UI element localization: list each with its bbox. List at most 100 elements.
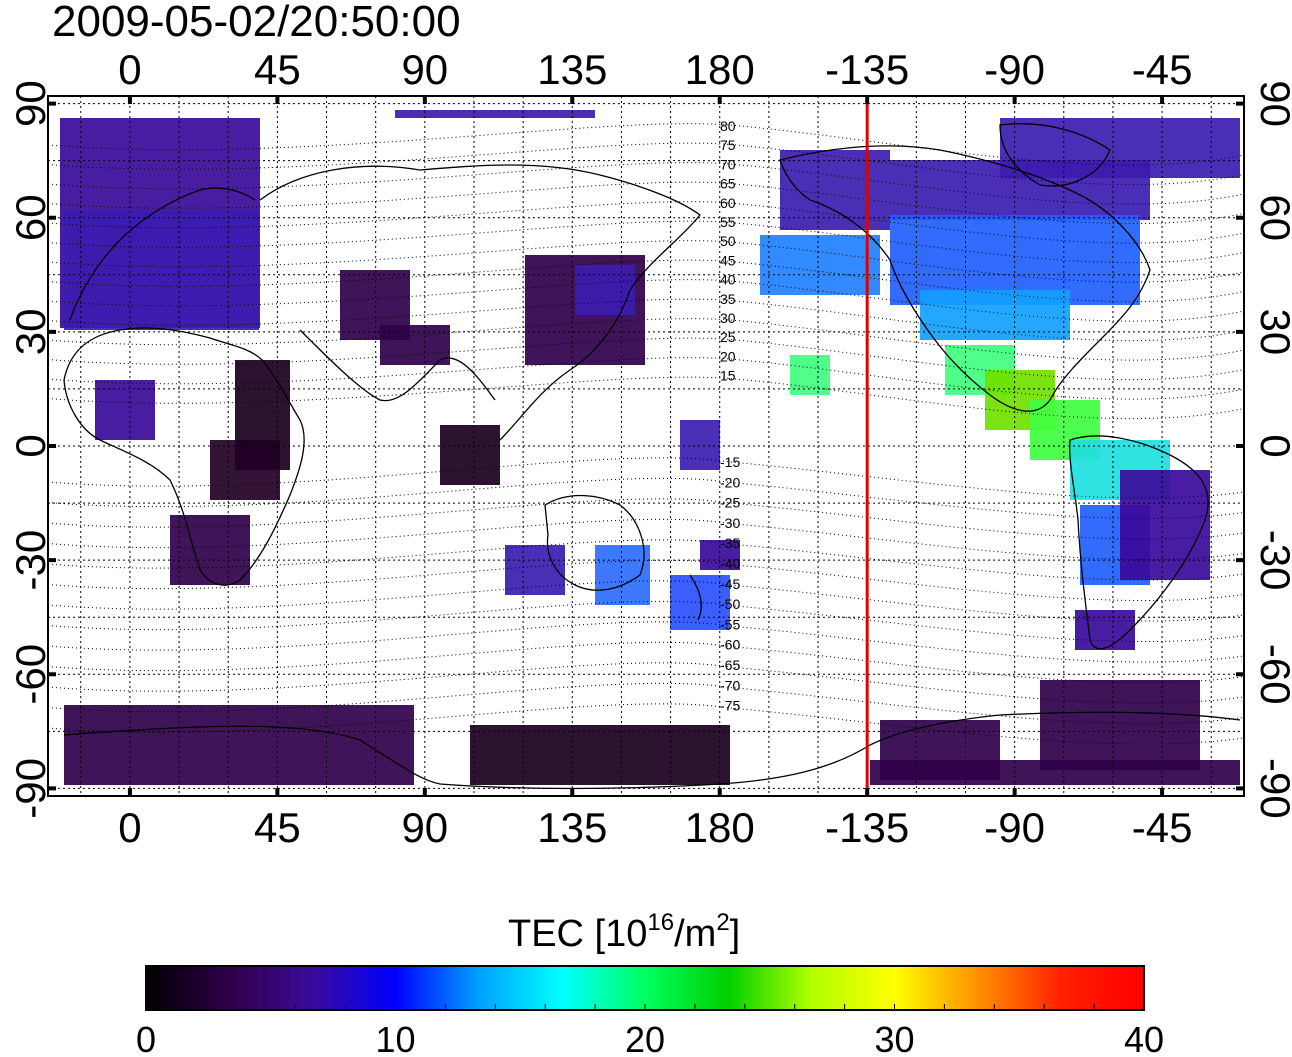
tec-patch	[380, 325, 450, 365]
world-map: 80 75 70 65 60 55 50 45 40 35 30 25 20 15 -15 -20 -25 -30…	[47, 95, 1245, 797]
lon-tick-label-top: 135	[537, 46, 607, 93]
tec-patch	[505, 545, 565, 595]
new-zealand-coast	[689, 574, 702, 621]
lon-tick-label-bottom: 180	[685, 804, 755, 851]
contour-label: -45	[720, 576, 740, 592]
colorbar-title-mid: /m	[674, 913, 716, 955]
tec-patch	[575, 265, 635, 315]
contour-label: 80	[720, 118, 736, 134]
tec-patch	[680, 420, 720, 470]
lat-tick-label-left: 60	[7, 194, 54, 241]
axis-ticks	[48, 96, 1244, 796]
contour-line	[47, 220, 1245, 264]
contour-label: -20	[720, 474, 740, 490]
contour-label: -25	[720, 495, 740, 511]
contour-label: 20	[720, 348, 736, 364]
tec-patch	[1075, 610, 1135, 650]
africa-coast	[63, 327, 305, 586]
tec-patch	[440, 425, 500, 485]
lat-tick-label-left: 0	[7, 434, 54, 457]
contour-label: 75	[720, 137, 736, 153]
contour-line	[47, 259, 1245, 303]
asia-coast	[259, 164, 701, 441]
lon-tick-label-top: -135	[825, 46, 909, 93]
contour-line	[47, 181, 1245, 225]
contour-line	[47, 318, 1245, 361]
tec-patch	[64, 210, 259, 330]
colorbar-title-main: TEC [10	[508, 913, 647, 955]
lat-tick-label-left: 90	[7, 80, 54, 127]
lon-tick-label-top: 0	[118, 46, 141, 93]
tec-patch	[170, 515, 250, 585]
contour-label: -50	[720, 596, 740, 612]
tec-patch	[1040, 680, 1200, 770]
greenland-coast	[999, 123, 1111, 187]
contour-label: -15	[720, 454, 740, 470]
contour-label: 40	[720, 272, 736, 288]
contour-label: 70	[720, 156, 736, 172]
contour-label: 45	[720, 252, 736, 268]
lon-tick-label-bottom: 90	[401, 804, 448, 851]
lat-tick-label-left: 30	[7, 309, 54, 356]
tec-patch	[870, 760, 1240, 785]
lon-tick-label-top: 180	[685, 46, 755, 93]
tec-data-patches	[60, 110, 1240, 785]
south-america-coast	[1069, 435, 1209, 650]
axis-labels: 0 0 45 45 90 90 135 135 180 180 -135 -135 -90 -90 -45 -…	[7, 46, 1292, 851]
contour-label: -30	[720, 515, 740, 531]
lat-tick-label-left: -60	[7, 644, 54, 705]
contour-line	[47, 142, 1245, 186]
svg-text:TEC [1016/m2]: TEC [1016/m2]	[508, 909, 740, 955]
contour-line	[47, 240, 1245, 283]
contour-line	[47, 298, 1245, 342]
contour-labels: 80 75 70 65 60 55 50 45 40 35 30 25 20 15 -15 -20 -25 -30…	[720, 118, 740, 714]
tec-patch	[595, 545, 650, 605]
contour-label: 60	[720, 195, 736, 211]
contour-label: -35	[720, 535, 740, 551]
lon-tick-label-bottom: -90	[984, 804, 1045, 851]
contour-label: 55	[720, 214, 736, 230]
colorbar-tick-label: 20	[625, 1019, 665, 1057]
magnetic-latitude-contours	[47, 123, 1245, 745]
colorbar-title-sup2: 2	[716, 909, 729, 936]
australia-coast	[544, 494, 645, 591]
tec-patch	[1120, 470, 1210, 580]
contour-label: -40	[720, 556, 740, 572]
colorbar-tick-label: 30	[874, 1019, 914, 1057]
lat-tick-label-right: 90	[1252, 80, 1292, 127]
contour-line	[47, 376, 1245, 420]
colorbar-title: TEC [1016/m2]	[508, 909, 740, 955]
colorbar-title-end: ]	[730, 913, 741, 955]
tec-patch	[700, 540, 740, 570]
lat-tick-label-left: -30	[7, 530, 54, 591]
colorbar-title-sup1: 16	[647, 909, 674, 936]
tec-patch	[95, 380, 155, 440]
contour-label: 65	[720, 176, 736, 192]
contour-label: 50	[720, 233, 736, 249]
lat-tick-label-right: -60	[1252, 644, 1292, 705]
tec-patch	[760, 235, 880, 295]
lat-tick-label-right: 30	[1252, 309, 1292, 356]
lon-tick-label-bottom: 135	[537, 804, 607, 851]
contour-label: -65	[720, 657, 740, 673]
lat-tick-label-right: -30	[1252, 530, 1292, 591]
south-asia-coast	[299, 329, 496, 402]
lon-tick-label-bottom: 45	[254, 804, 301, 851]
lon-tick-label-top: -45	[1132, 46, 1193, 93]
lon-tick-label-bottom: -135	[825, 804, 909, 851]
lon-tick-label-top: -90	[984, 46, 1045, 93]
lat-tick-label-right: 0	[1252, 434, 1292, 457]
contour-line	[47, 162, 1245, 205]
contour-line	[47, 201, 1245, 244]
contour-line	[47, 123, 1245, 166]
lon-tick-label-top: 45	[254, 46, 301, 93]
contour-label: 15	[720, 368, 736, 384]
contour-label: -55	[720, 616, 740, 632]
contour-label: 25	[720, 329, 736, 345]
lon-tick-label-bottom: 0	[118, 804, 141, 851]
contour-label: 30	[720, 310, 736, 326]
lon-tick-label-bottom: -45	[1132, 804, 1193, 851]
tec-patch	[210, 440, 280, 500]
lat-tick-label-right: -90	[1252, 758, 1292, 819]
